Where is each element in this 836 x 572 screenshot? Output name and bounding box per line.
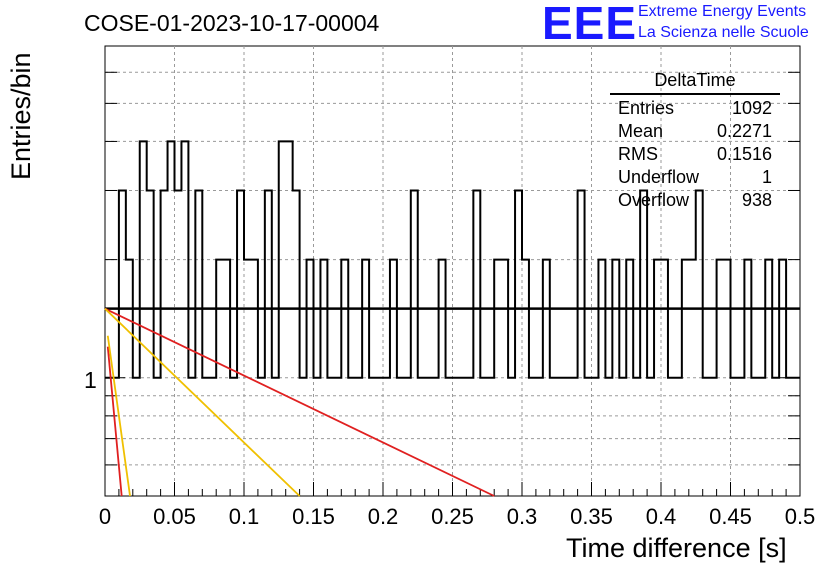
chart-title: COSE-01-2023-10-17-00004	[84, 10, 380, 36]
fit-curve	[104, 308, 301, 497]
fit-curve	[104, 307, 495, 497]
stats-value: 938	[741, 190, 772, 210]
x-ticks: 0 0.05 0.1 0.15 0.2 0.25 0.3 0.35 0.4 0.45 0.5	[99, 482, 815, 529]
stats-label: Mean	[618, 121, 664, 141]
x-axis-label: Time difference [s]	[566, 533, 787, 563]
stats-value: 0.1516	[716, 144, 772, 164]
x-tick-label: 0.25	[431, 504, 474, 529]
logo-line-2: La Scienza nelle Scuole	[638, 24, 809, 41]
y-tick-label: 1	[84, 367, 97, 393]
stats-label: Entries	[618, 98, 675, 118]
fit-curve	[106, 335, 131, 497]
stats-row-entries: Entries 1092	[610, 97, 780, 120]
stats-label: RMS	[618, 144, 658, 164]
histogram-line	[105, 140, 800, 379]
stats-box: DeltaTime Entries 1092 Mean 0.2271 RMS 0…	[610, 70, 780, 212]
x-tick-label: 0.45	[709, 504, 752, 529]
stats-row-overflow: Overflow 938	[610, 189, 780, 212]
x-tick-label: 0.1	[229, 504, 260, 529]
stats-value: 1092	[731, 98, 772, 118]
x-tick-label: 0.05	[153, 504, 196, 529]
fit-curves	[104, 307, 800, 497]
stats-value: 1	[761, 167, 772, 187]
fit-curve	[106, 346, 123, 497]
x-tick-label: 0.5	[785, 504, 816, 529]
y-axis-label: Entries/bin	[6, 52, 36, 180]
stats-label: Underflow	[618, 167, 700, 187]
x-tick-label: 0.3	[507, 504, 538, 529]
x-tick-label: 0.2	[368, 504, 399, 529]
stats-row-underflow: Underflow 1	[610, 166, 780, 189]
stats-value: 0.2271	[716, 121, 772, 141]
stats-row-mean: Mean 0.2271	[610, 120, 780, 143]
stats-title: DeltaTime	[610, 70, 780, 95]
logo-line-1: Extreme Energy Events	[638, 3, 807, 20]
stats-row-rms: RMS 0.1516	[610, 143, 780, 166]
stats-label: Overflow	[618, 190, 690, 210]
x-tick-label: 0.15	[292, 504, 335, 529]
x-tick-label: 0.35	[570, 504, 613, 529]
eee-logo: EEE	[542, 0, 638, 49]
x-tick-label: 0	[99, 504, 111, 529]
x-tick-label: 0.4	[646, 504, 677, 529]
